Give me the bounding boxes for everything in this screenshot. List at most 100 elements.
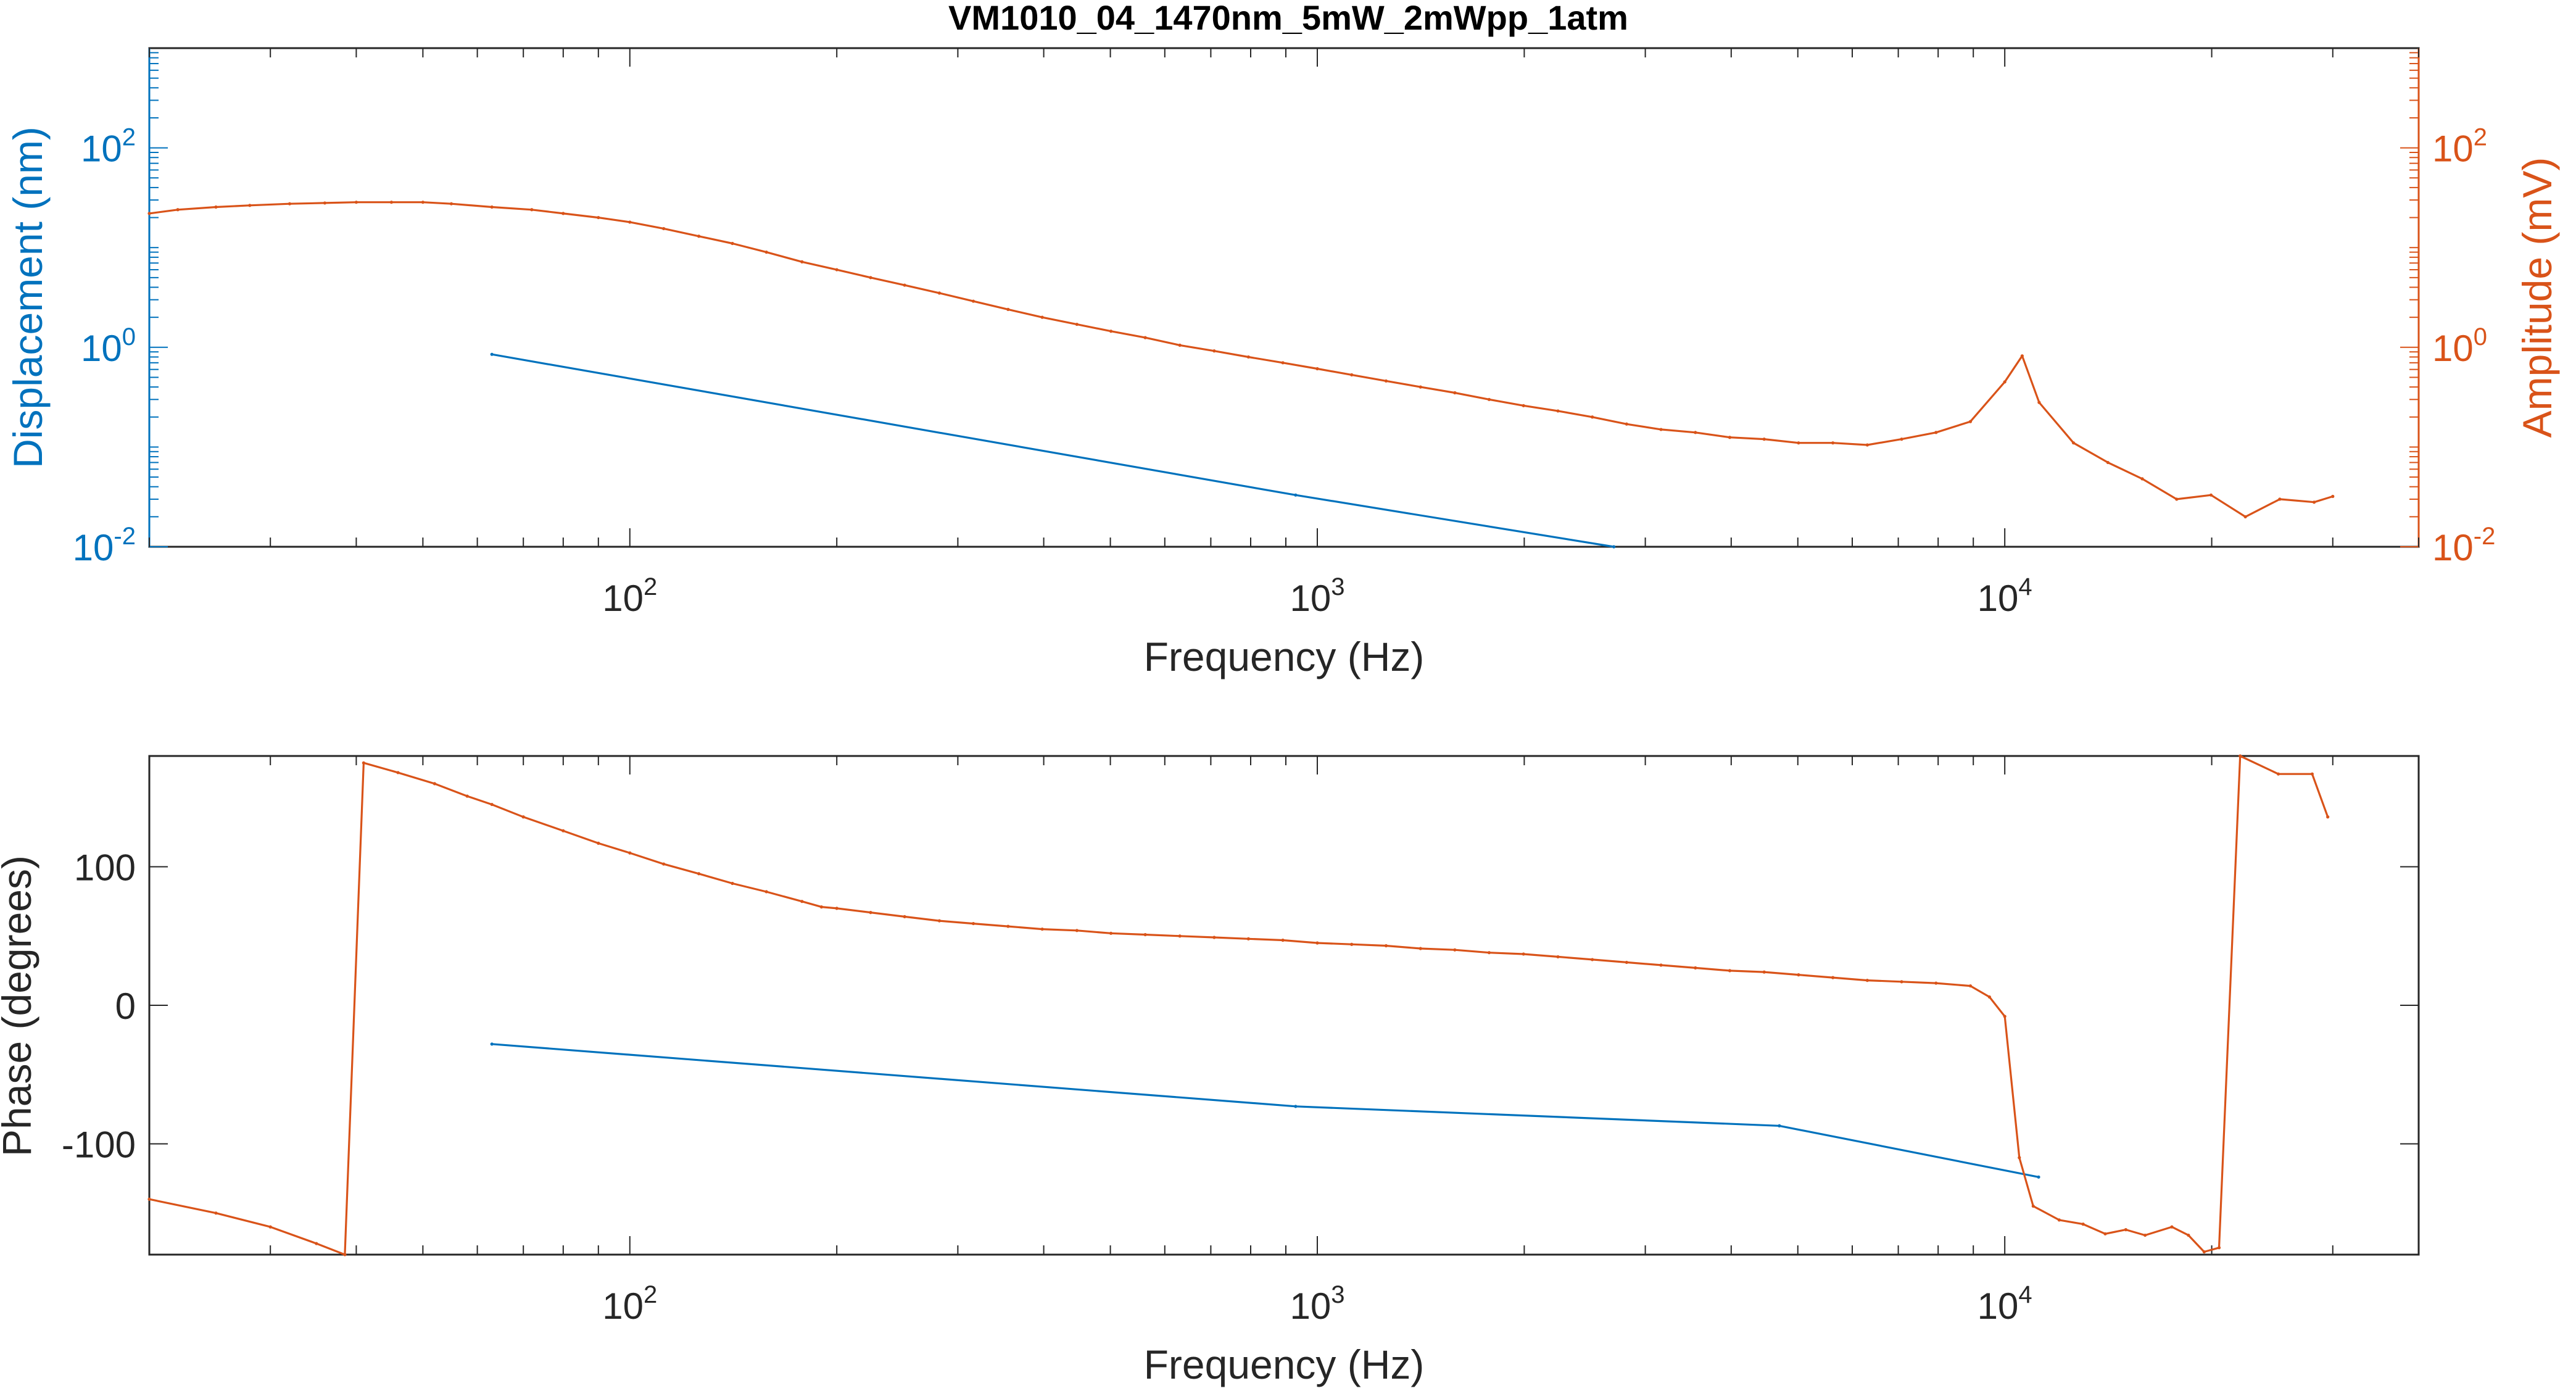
- data-point: [1934, 981, 1938, 985]
- data-point: [1418, 385, 1422, 389]
- bottom-y-axis-label: Phase (degrees): [0, 855, 39, 1156]
- data-point: [490, 1042, 494, 1046]
- top-right-y-axis: 10-2 100 102: [2400, 48, 2495, 568]
- data-point: [869, 276, 872, 280]
- x-tick-label: 104: [1978, 1281, 2032, 1327]
- data-point: [1900, 438, 1903, 441]
- data-point: [1315, 941, 1319, 945]
- data-point: [2103, 1232, 2107, 1235]
- data-point: [2057, 1218, 2061, 1222]
- data-point: [1762, 970, 1766, 974]
- data-point: [1294, 493, 1298, 497]
- data-point: [2003, 380, 2007, 384]
- data-point: [465, 794, 469, 798]
- top-axes: 10-2 100 102 10-2 100 102 102 103 104 Frequenc…: [5, 47, 2560, 679]
- data-point: [1294, 1105, 1298, 1108]
- data-point: [2143, 1233, 2147, 1237]
- data-point: [288, 202, 292, 206]
- data-point: [490, 352, 494, 356]
- data-point: [2081, 1223, 2085, 1226]
- data-point: [1625, 960, 1628, 965]
- data-point: [1556, 955, 1560, 959]
- top-plot-box: [148, 47, 2420, 548]
- data-point: [530, 208, 534, 212]
- y-tick-label: -100: [62, 1124, 136, 1165]
- data-point: [1522, 404, 1525, 407]
- data-point: [628, 220, 632, 224]
- data-point: [1797, 441, 1800, 445]
- data-point: [214, 1211, 218, 1215]
- data-point: [903, 283, 906, 287]
- data-point: [1109, 330, 1113, 333]
- data-point: [1040, 315, 1044, 319]
- data-point: [1612, 545, 1616, 549]
- y-tick-label: 100: [2432, 323, 2487, 369]
- top-series-group: [147, 201, 2335, 549]
- data-point: [1591, 958, 1594, 961]
- data-point: [2243, 515, 2247, 518]
- data-point: [433, 782, 436, 786]
- data-point: [490, 205, 494, 209]
- y-tick-label: 100: [81, 323, 136, 369]
- data-point: [1453, 948, 1457, 952]
- data-point: [662, 226, 666, 231]
- data-point: [800, 260, 804, 264]
- data-point: [176, 208, 180, 212]
- data-point: [2037, 1175, 2040, 1179]
- amplitude-series-line: [149, 201, 2334, 518]
- data-point: [1865, 979, 1869, 982]
- data-point: [248, 204, 252, 207]
- data-point: [1659, 963, 1663, 967]
- y-tick-label: 0: [115, 986, 136, 1027]
- bottom-x-axis: 102 103 104: [149, 756, 2419, 1327]
- data-point: [1694, 966, 1697, 970]
- data-point: [389, 201, 394, 204]
- y-tick-label: 102: [81, 124, 136, 170]
- data-point: [1778, 1124, 1781, 1127]
- data-point: [2331, 494, 2335, 498]
- data-point: [1350, 373, 1354, 376]
- data-point: [1212, 349, 1216, 353]
- data-point: [449, 202, 453, 206]
- data-point: [937, 919, 942, 923]
- data-point: [1453, 391, 1457, 395]
- data-point: [1797, 973, 1800, 977]
- data-point: [268, 1225, 272, 1229]
- data-point: [764, 250, 768, 254]
- data-point: [1109, 931, 1113, 935]
- data-point: [1659, 428, 1663, 431]
- data-point: [2175, 497, 2179, 501]
- data-point: [1522, 952, 1525, 956]
- data-point: [731, 881, 734, 886]
- data-point: [1246, 937, 1250, 940]
- data-point: [764, 890, 768, 894]
- x-tick-label: 103: [1290, 573, 1344, 619]
- data-point: [362, 761, 365, 765]
- data-point: [731, 241, 734, 246]
- data-point: [903, 915, 906, 918]
- data-point: [323, 201, 327, 205]
- data-point: [214, 205, 218, 209]
- data-point: [1281, 361, 1285, 365]
- x-tick-label: 102: [602, 1281, 657, 1327]
- bottom-y-axis: -100 0 100: [62, 847, 2419, 1165]
- data-point: [971, 299, 975, 303]
- data-point: [1694, 431, 1697, 434]
- data-point: [1987, 995, 1991, 999]
- data-point: [1831, 441, 1835, 445]
- data-point: [1418, 947, 1422, 950]
- bottom-axes: -100 0 100 102 103 104 Frequency (Hz) Phase …: [0, 754, 2420, 1387]
- data-point: [697, 235, 701, 238]
- data-point: [1728, 969, 1732, 973]
- data-point: [315, 1242, 318, 1245]
- data-point: [2312, 500, 2316, 504]
- data-point: [2124, 1228, 2127, 1232]
- data-point: [1900, 980, 1903, 984]
- y-tick-label: 100: [74, 847, 136, 889]
- data-point: [421, 201, 425, 204]
- data-point: [1487, 951, 1491, 955]
- data-point: [2031, 1204, 2035, 1208]
- data-point: [354, 201, 358, 204]
- data-point: [597, 841, 600, 845]
